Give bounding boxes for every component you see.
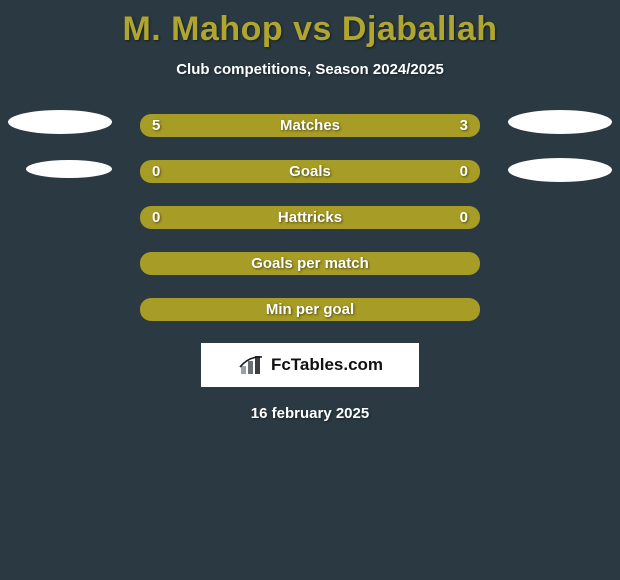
stat-value-right: 0 <box>460 206 468 229</box>
subtitle: Club competitions, Season 2024/2025 <box>0 61 620 78</box>
stat-row: Goals per match <box>0 252 620 275</box>
stat-bar: Goals per match <box>140 252 480 275</box>
stat-bar: Matches5 3 <box>140 114 480 137</box>
page-title: M. Mahop vs Djaballah <box>0 0 620 49</box>
stat-row: Min per goal <box>0 298 620 321</box>
stat-label: Goals per match <box>140 252 480 275</box>
stat-bar: Min per goal <box>140 298 480 321</box>
swoosh-left <box>8 110 112 134</box>
stat-value-left: 0 <box>152 160 160 183</box>
logo-text: FcTables.com <box>271 355 383 375</box>
stat-value-right: 3 <box>460 114 468 137</box>
logo-bars-icon <box>237 354 265 376</box>
stat-row: Hattricks0 0 <box>0 206 620 229</box>
stat-label: Goals <box>140 160 480 183</box>
stat-label: Matches <box>140 114 480 137</box>
stat-bar: Hattricks0 0 <box>140 206 480 229</box>
stat-value-left: 5 <box>152 114 160 137</box>
stat-label: Hattricks <box>140 206 480 229</box>
swoosh-right <box>508 110 612 134</box>
stat-value-right: 0 <box>460 160 468 183</box>
swoosh-right <box>508 158 612 182</box>
comparison-infographic: M. Mahop vs Djaballah Club competitions,… <box>0 0 620 580</box>
stat-row: Matches5 3 <box>0 114 620 137</box>
date: 16 february 2025 <box>0 405 620 422</box>
stat-label: Min per goal <box>140 298 480 321</box>
swoosh-left <box>26 160 112 178</box>
source-logo: FcTables.com <box>201 343 419 387</box>
stat-value-left: 0 <box>152 206 160 229</box>
stat-bar: Goals0 0 <box>140 160 480 183</box>
stat-row: Goals0 0 <box>0 160 620 183</box>
stats-rows: Matches53Goals00Hattricks00Goals per mat… <box>0 114 620 321</box>
